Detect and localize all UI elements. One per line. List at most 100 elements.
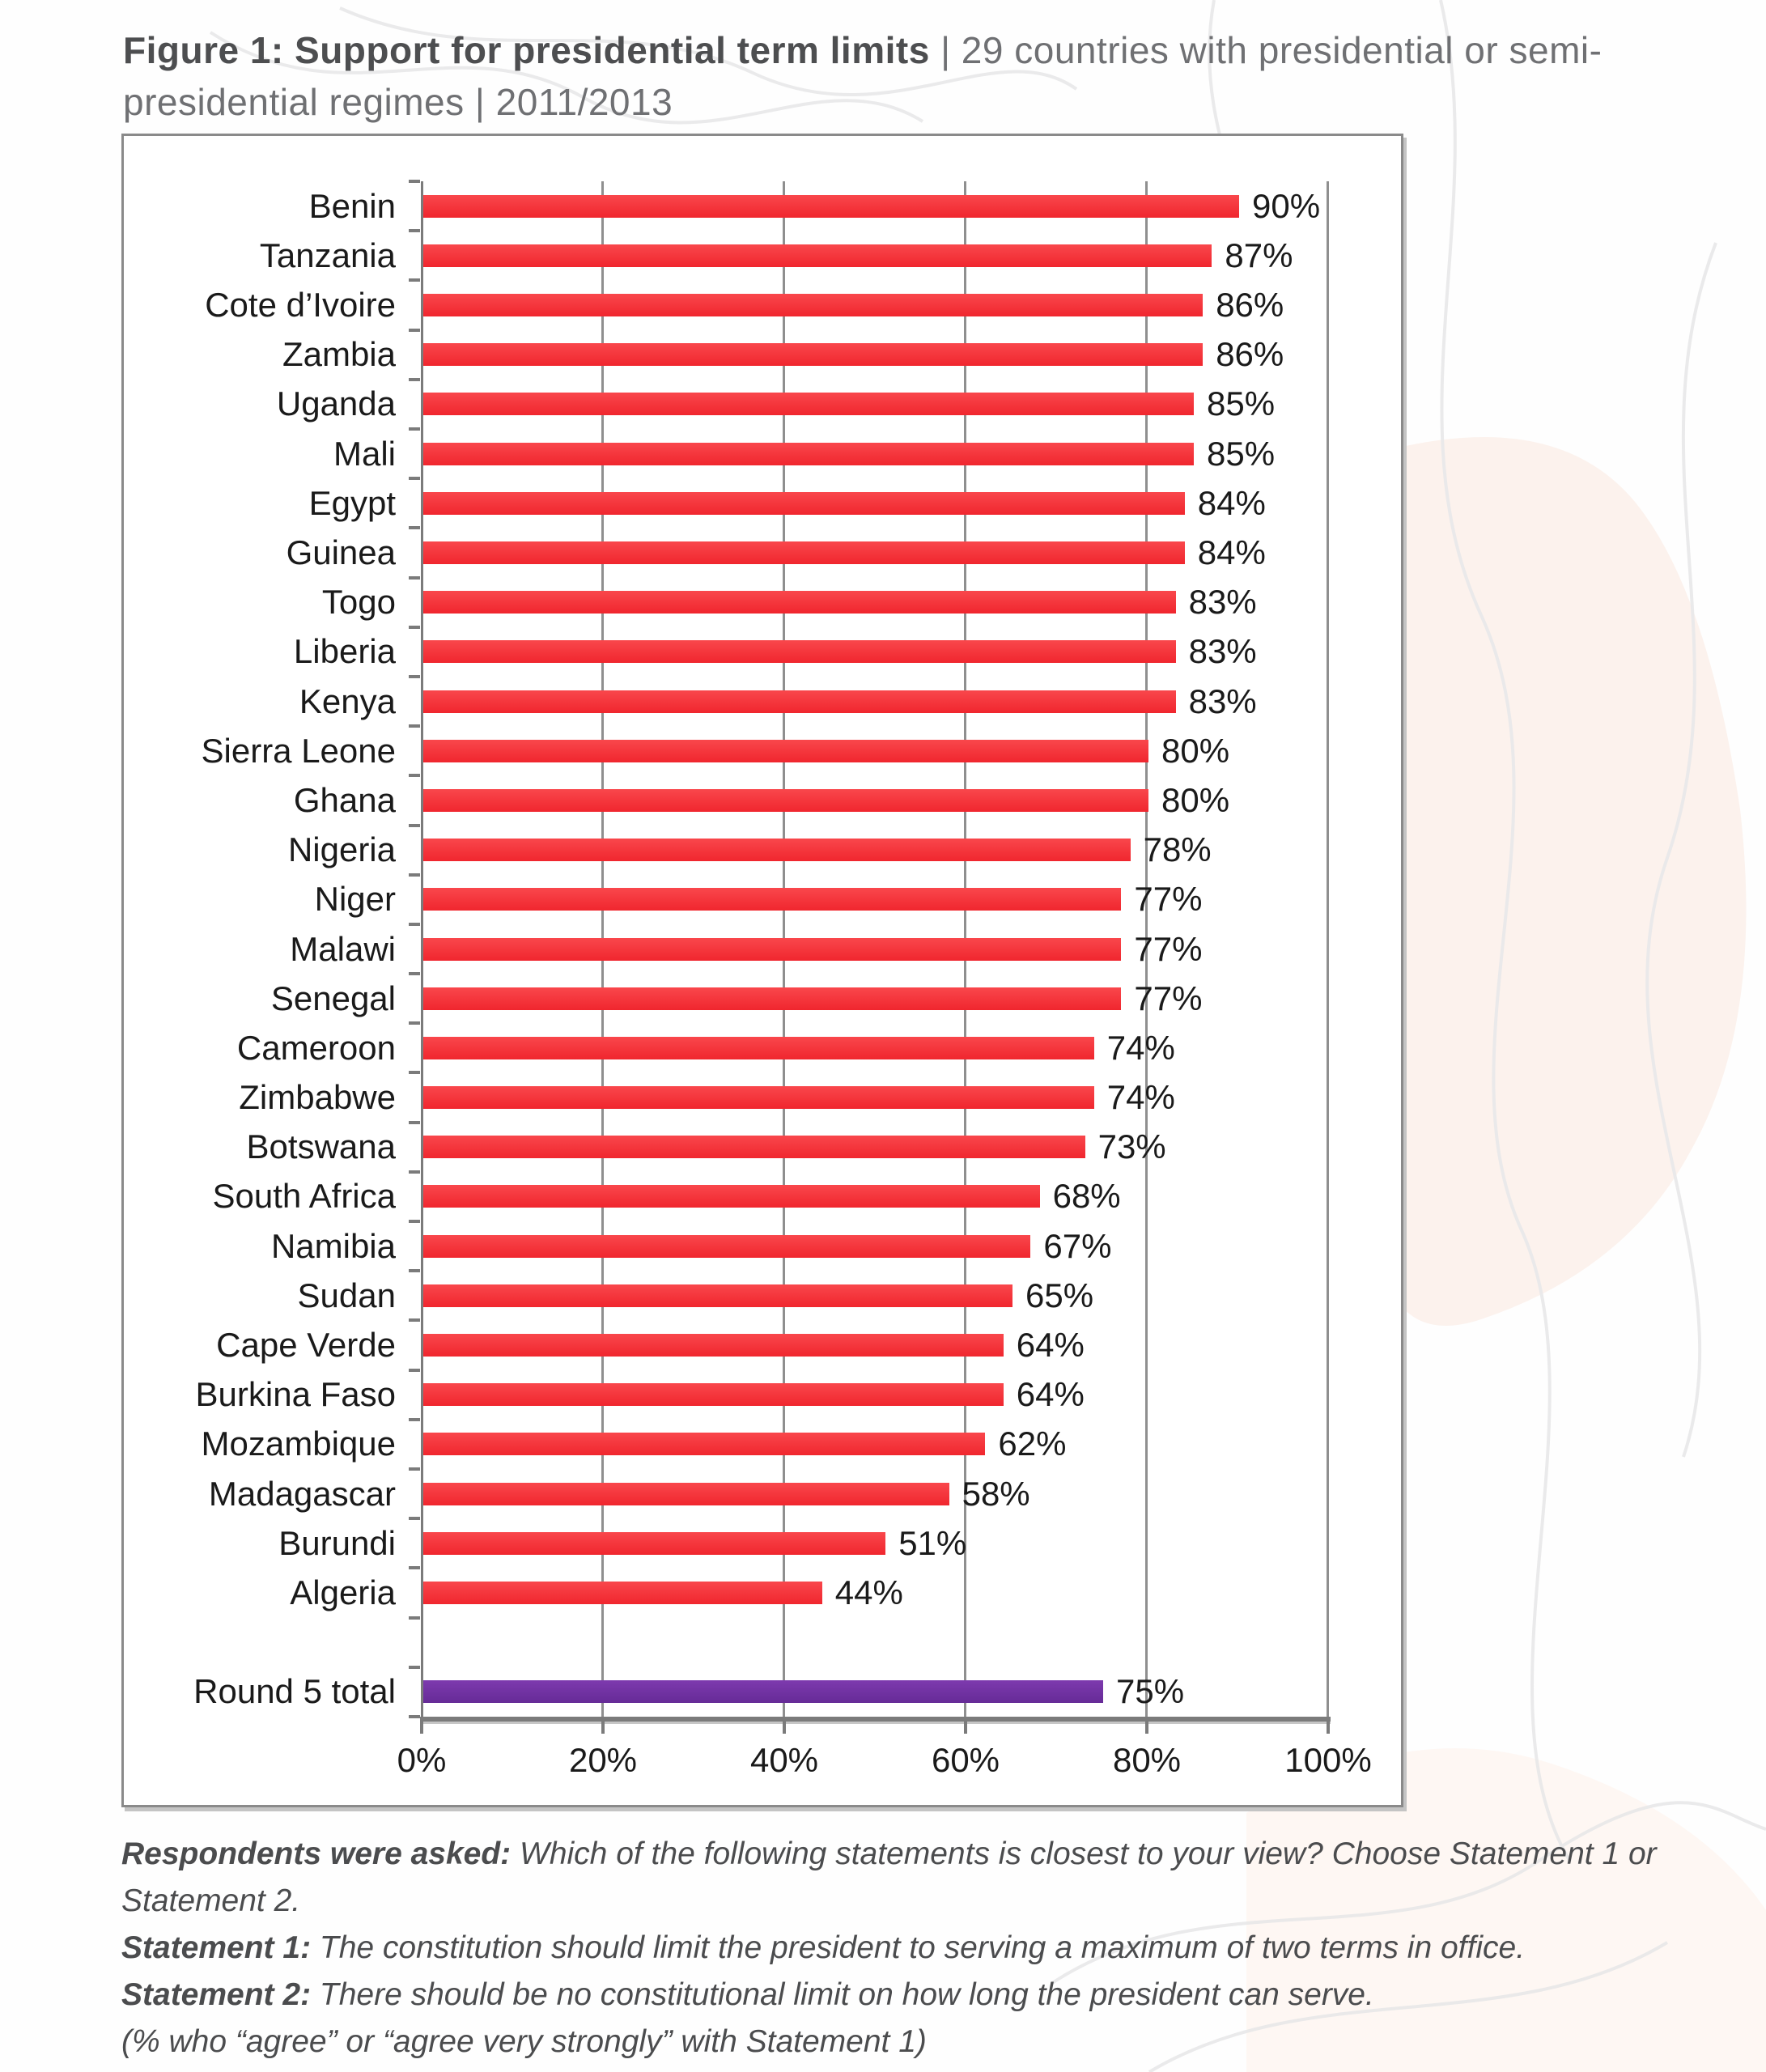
gridline-100 <box>1327 181 1329 1717</box>
value-label: 62% <box>998 1424 1067 1463</box>
figure-title-bold: Figure 1: Support for presidential term … <box>123 29 930 71</box>
x-axis-label: 60% <box>931 1741 1000 1779</box>
footer-note: (% who “agree” or “agree very strongly” … <box>121 2024 927 2059</box>
bar <box>423 1036 1094 1059</box>
category-label: Mali <box>333 434 396 473</box>
value-label: 86% <box>1216 285 1284 324</box>
category-label: Malawi <box>290 929 396 968</box>
y-axis-tick <box>409 1121 420 1124</box>
bar <box>423 1334 1004 1357</box>
bar <box>423 1086 1094 1110</box>
value-label: 58% <box>962 1474 1030 1513</box>
bar <box>423 393 1194 416</box>
value-label: 77% <box>1134 979 1203 1017</box>
total-bar <box>423 1680 1103 1704</box>
value-label: 83% <box>1188 632 1257 671</box>
footer-statement2-label: Statement 2: <box>121 1977 312 2012</box>
category-label: Madagascar <box>208 1474 396 1513</box>
gridline-80 <box>1145 181 1148 1717</box>
y-axis-tick <box>409 378 420 381</box>
value-label: 74% <box>1106 1028 1175 1067</box>
category-label: Nigeria <box>287 830 396 869</box>
value-label: 77% <box>1134 929 1203 968</box>
category-label: Niger <box>314 880 396 919</box>
category-label: Cote d’Ivoire <box>205 285 396 324</box>
y-axis-line <box>421 181 423 1722</box>
value-label: 86% <box>1216 335 1284 374</box>
bar <box>423 343 1204 367</box>
value-label: 64% <box>1016 1326 1085 1365</box>
value-label: 74% <box>1106 1078 1175 1117</box>
category-label: Zimbabwe <box>239 1078 396 1117</box>
value-label: 65% <box>1025 1276 1094 1314</box>
chart-box: 0% 20% 40% 60% 80% 100% Benin 90% Tanzania 87% Cot… <box>121 134 1403 1807</box>
bar <box>423 739 1148 762</box>
bar <box>423 1284 1012 1307</box>
y-axis-tick <box>409 1269 420 1272</box>
bar <box>423 1482 949 1505</box>
value-label: 51% <box>898 1523 967 1562</box>
bar <box>423 194 1239 218</box>
category-label: Namibia <box>270 1226 396 1265</box>
category-label: Burkina Faso <box>195 1375 396 1414</box>
y-axis-tick <box>409 923 420 926</box>
value-label: 67% <box>1043 1226 1112 1265</box>
category-label: South Africa <box>212 1177 396 1216</box>
category-label: Benin <box>308 186 396 225</box>
footer-notes: Respondents were asked: Which of the fol… <box>121 1831 1750 2066</box>
footer-question: Respondents were asked: Which of the fol… <box>121 1831 1750 1925</box>
bar <box>423 937 1122 961</box>
bar <box>423 1185 1040 1208</box>
category-label: Cameroon <box>236 1028 396 1067</box>
category-label: Tanzania <box>259 236 396 274</box>
y-axis-tick <box>409 1566 420 1569</box>
value-label: 64% <box>1016 1375 1085 1414</box>
y-axis-tick <box>409 526 420 529</box>
y-axis-tick <box>409 1369 420 1372</box>
value-label: 80% <box>1161 731 1230 770</box>
value-label: 84% <box>1197 483 1266 522</box>
footer-question-text: Which of the following statements is clo… <box>121 1836 1657 1918</box>
y-axis-tick <box>409 774 420 777</box>
y-axis-tick <box>409 278 420 282</box>
bar <box>423 1531 886 1555</box>
bar <box>423 591 1176 614</box>
bar <box>423 987 1122 1010</box>
category-label: Cape Verde <box>216 1326 396 1365</box>
y-axis-tick <box>409 1715 420 1718</box>
y-axis-tick <box>409 477 420 480</box>
x-axis-tick <box>420 1722 423 1734</box>
bar <box>423 690 1176 713</box>
x-axis-tick <box>964 1722 967 1734</box>
figure-title: Figure 1: Support for presidential term … <box>123 24 1734 128</box>
footer-statement1-text: The constitution should limit the presid… <box>311 1930 1526 1965</box>
y-axis-tick <box>409 675 420 678</box>
category-label: Sudan <box>297 1276 396 1314</box>
category-label: Guinea <box>286 533 396 571</box>
bar <box>423 1433 986 1456</box>
bar <box>423 640 1176 664</box>
value-label: 75% <box>1116 1672 1185 1711</box>
y-axis-tick <box>409 576 420 580</box>
x-axis-label: 0% <box>397 1741 447 1779</box>
x-axis-tick <box>601 1722 605 1734</box>
x-axis-tick <box>1327 1722 1330 1734</box>
value-label: 73% <box>1097 1127 1166 1166</box>
y-axis-tick <box>409 972 420 975</box>
bar <box>423 244 1212 267</box>
category-label: Algeria <box>290 1573 396 1612</box>
y-axis-tick <box>409 427 420 431</box>
watermark-blob <box>1336 437 1747 1326</box>
footer-question-label: Respondents were asked: <box>121 1836 512 1871</box>
y-axis-tick <box>409 1517 420 1520</box>
value-label: 80% <box>1161 780 1230 819</box>
bar <box>423 293 1204 316</box>
footer-statement1-label: Statement 1: <box>121 1930 312 1965</box>
y-axis-tick <box>409 1616 420 1620</box>
y-axis-tick <box>409 626 420 629</box>
value-label: 83% <box>1188 583 1257 622</box>
figure-title-subtitle: | 29 countries with presidential or semi… <box>123 29 1603 123</box>
x-axis-tick <box>1145 1722 1148 1734</box>
category-label: Ghana <box>293 780 396 819</box>
